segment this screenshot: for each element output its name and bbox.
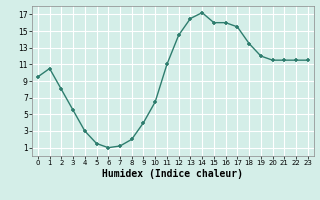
X-axis label: Humidex (Indice chaleur): Humidex (Indice chaleur) <box>102 169 243 179</box>
